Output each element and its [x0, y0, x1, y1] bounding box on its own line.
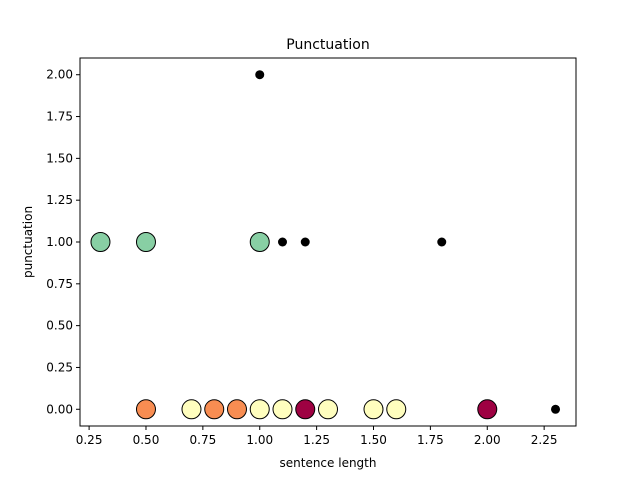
- data-point-circle: [295, 399, 316, 420]
- x-tick-label: 2.25: [531, 433, 558, 447]
- y-tick-label: 1.50: [46, 151, 73, 165]
- data-point-circle: [272, 399, 293, 420]
- y-axis-title: punctuation: [21, 206, 35, 278]
- x-tick-label: 1.50: [360, 433, 387, 447]
- data-point-circle: [249, 232, 270, 252]
- y-tick-label: 1.25: [46, 193, 73, 207]
- data-point-circle: [135, 232, 156, 252]
- x-tick-label: 1.75: [417, 433, 444, 447]
- data-point-circle: [477, 399, 498, 420]
- data-point-circle: [318, 399, 338, 420]
- y-tick-label: 1.00: [46, 235, 73, 249]
- data-point-dot: [300, 237, 310, 247]
- data-point-dot: [255, 70, 265, 80]
- y-tick-label: 0.75: [46, 277, 73, 291]
- data-point-circle: [386, 399, 407, 420]
- x-tick-label: 1.00: [246, 433, 273, 447]
- data-point-circle: [204, 399, 225, 420]
- x-axis-title: sentence length: [280, 456, 377, 470]
- x-tick-label: 0.25: [76, 433, 103, 447]
- y-tick-label: 0.25: [46, 360, 73, 374]
- data-point-circle: [181, 399, 202, 420]
- data-point-circle: [226, 399, 247, 420]
- data-point-dot: [437, 237, 447, 247]
- data-point-circle: [90, 232, 111, 252]
- data-point-dot: [551, 404, 561, 414]
- y-tick-label: 0.00: [46, 402, 73, 416]
- x-tick-label: 0.50: [133, 433, 160, 447]
- x-axis-ticks: 0.25 0.50 0.75 1.00 1.25 1.50 1.75 2.00 2.25: [76, 426, 558, 447]
- x-tick-label: 2.00: [474, 433, 501, 447]
- y-axis-ticks: 0.00 0.25 0.50 0.75 1.00 1.25 1.50 1.75 2.00: [46, 68, 80, 416]
- data-point-dot: [277, 237, 287, 247]
- plot-frame: [79, 57, 577, 427]
- data-point-circle: [135, 399, 156, 420]
- y-tick-label: 0.50: [46, 319, 73, 333]
- data-point-circle: [363, 399, 384, 420]
- x-tick-label: 0.75: [190, 433, 217, 447]
- y-tick-label: 2.00: [46, 68, 73, 82]
- data-point-circle: [249, 399, 270, 420]
- chart-title: Punctuation: [286, 37, 369, 53]
- y-tick-label: 1.75: [46, 110, 73, 124]
- x-tick-label: 1.25: [303, 433, 330, 447]
- data-points: [90, 70, 561, 420]
